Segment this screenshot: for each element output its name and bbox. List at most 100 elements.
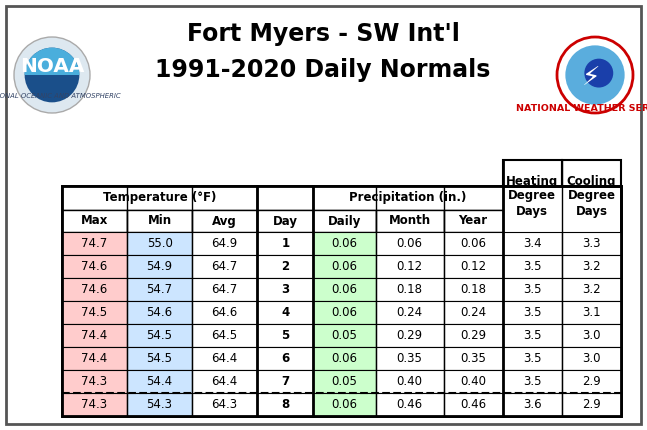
Bar [258,232,313,255]
Text: 3: 3 [281,283,289,296]
Bar [444,370,503,393]
Text: 74.6: 74.6 [82,260,107,273]
Text: 74.3: 74.3 [82,375,107,388]
Text: Heating
Degree
Days: Heating Degree Days [506,175,558,218]
Text: 0.06: 0.06 [331,398,357,411]
Text: 3.5: 3.5 [523,352,542,365]
Bar [562,301,621,324]
Bar [127,347,192,370]
Text: 3.5: 3.5 [523,283,542,296]
Bar [503,347,562,370]
Text: 54.3: 54.3 [147,398,173,411]
Text: 0.29: 0.29 [460,329,486,342]
Bar [62,370,127,393]
Text: 0.35: 0.35 [460,352,486,365]
Text: 0.06: 0.06 [397,237,422,250]
Text: 1: 1 [281,237,289,250]
Bar [127,278,192,301]
Text: 0.06: 0.06 [331,260,357,273]
Text: 3.2: 3.2 [582,260,600,273]
Bar [127,370,192,393]
Bar [444,324,503,347]
Text: Precipitation (in.): Precipitation (in.) [349,191,466,205]
Circle shape [565,45,624,104]
Bar [62,347,127,370]
Bar [444,255,503,278]
Bar [258,210,313,232]
Text: 0.05: 0.05 [331,375,357,388]
Text: 3.5: 3.5 [523,260,542,273]
Bar [562,255,621,278]
Bar [258,278,313,301]
Bar [313,324,375,347]
Bar [258,255,313,278]
Bar [62,186,621,416]
Bar [192,393,258,416]
Bar [562,324,621,347]
Bar [192,347,258,370]
Text: 2.9: 2.9 [582,398,601,411]
Bar [503,370,562,393]
Bar [375,210,444,232]
Text: 64.9: 64.9 [212,237,238,250]
Bar [127,210,192,232]
Bar [258,324,313,347]
Bar [562,347,621,370]
Bar [562,370,621,393]
Text: 0.18: 0.18 [460,283,486,296]
Text: 54.4: 54.4 [146,375,173,388]
Text: 3.5: 3.5 [523,306,542,319]
Circle shape [584,58,613,88]
Bar [503,278,562,301]
Text: 4: 4 [281,306,289,319]
Bar [444,301,503,324]
Bar [375,232,444,255]
Bar [444,278,503,301]
Text: 0.24: 0.24 [460,306,486,319]
Text: 64.5: 64.5 [212,329,237,342]
Text: 64.4: 64.4 [212,352,238,365]
Text: 0.24: 0.24 [397,306,422,319]
Bar [258,186,313,210]
Bar [313,278,375,301]
Bar [192,232,258,255]
Bar [127,232,192,255]
Bar [375,301,444,324]
Bar [375,370,444,393]
Text: 0.40: 0.40 [397,375,422,388]
Bar [62,186,621,416]
Text: 74.4: 74.4 [82,352,107,365]
Bar [375,278,444,301]
Bar [62,186,258,210]
Bar [62,210,127,232]
Text: 2.9: 2.9 [582,375,601,388]
Text: Fort Myers - SW Int'l
1991-2020 Daily Normals: Fort Myers - SW Int'l 1991-2020 Daily No… [155,22,490,82]
Bar [313,186,503,210]
Bar [375,347,444,370]
Circle shape [25,48,80,102]
Bar [192,210,258,232]
Text: 5: 5 [281,329,289,342]
Bar [313,210,375,232]
Text: 74.5: 74.5 [82,306,107,319]
Text: 0.12: 0.12 [460,260,486,273]
Wedge shape [25,48,80,75]
Text: 0.06: 0.06 [331,283,357,296]
Bar [127,301,192,324]
Bar [503,301,562,324]
Bar [258,301,313,324]
Bar [127,324,192,347]
Text: 0.35: 0.35 [397,352,422,365]
Text: ⚡: ⚡ [582,66,600,92]
Text: 3.0: 3.0 [582,329,600,342]
Bar [444,210,503,232]
Bar [258,347,313,370]
Text: 0.46: 0.46 [460,398,486,411]
Bar [192,324,258,347]
Text: 0.06: 0.06 [331,352,357,365]
Text: 0.06: 0.06 [331,237,357,250]
Text: 0.40: 0.40 [460,375,486,388]
Text: 6: 6 [281,352,289,365]
Bar [313,301,375,324]
Text: 🦅: 🦅 [43,63,61,91]
